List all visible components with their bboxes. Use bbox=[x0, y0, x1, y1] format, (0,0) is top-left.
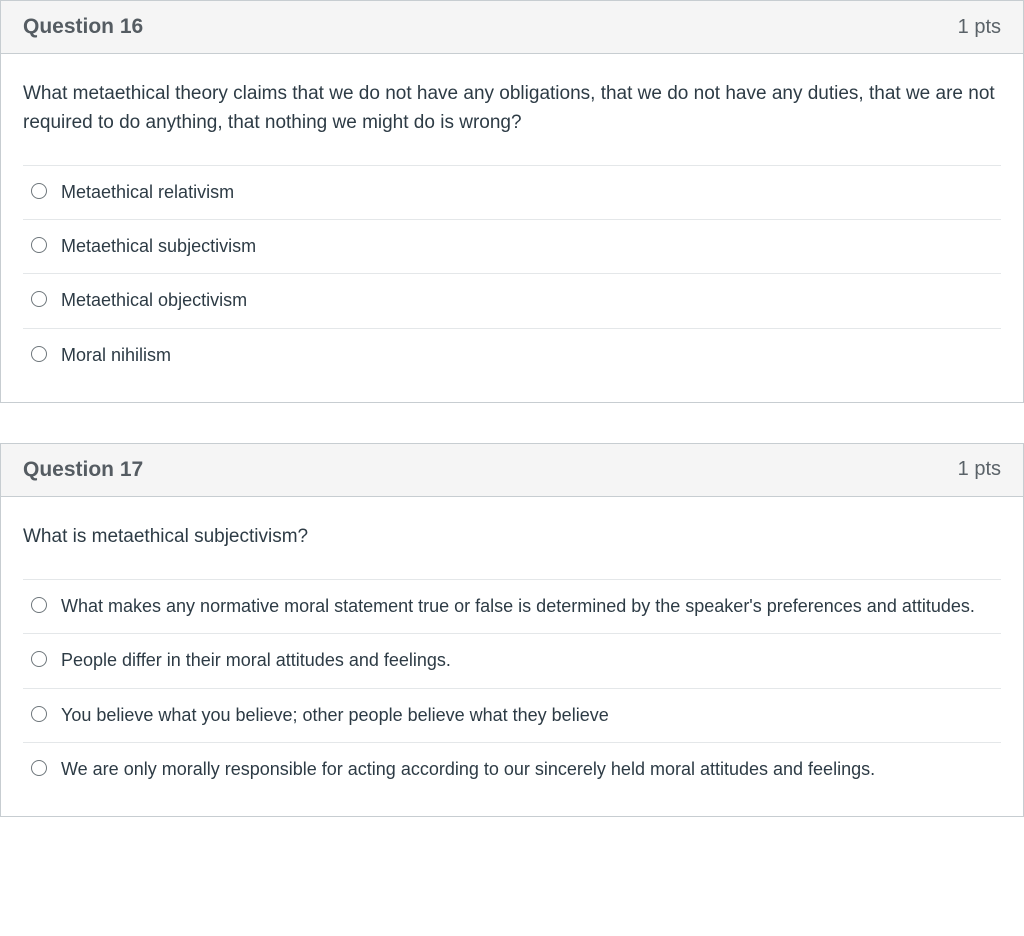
option-row[interactable]: What makes any normative moral statement… bbox=[23, 580, 1001, 634]
option-text: Metaethical relativism bbox=[61, 180, 234, 205]
radio-icon[interactable] bbox=[31, 706, 47, 722]
option-row[interactable]: People differ in their moral attitudes a… bbox=[23, 634, 1001, 688]
radio-icon[interactable] bbox=[31, 651, 47, 667]
option-text: Metaethical subjectivism bbox=[61, 234, 256, 259]
options-list: Metaethical relativism Metaethical subje… bbox=[23, 165, 1001, 382]
option-row[interactable]: Moral nihilism bbox=[23, 329, 1001, 382]
radio-icon[interactable] bbox=[31, 183, 47, 199]
question-card: Question 16 1 pts What metaethical theor… bbox=[0, 0, 1024, 403]
option-row[interactable]: Metaethical subjectivism bbox=[23, 220, 1001, 274]
radio-icon[interactable] bbox=[31, 346, 47, 362]
option-text: People differ in their moral attitudes a… bbox=[61, 648, 451, 673]
question-prompt: What metaethical theory claims that we d… bbox=[23, 80, 1001, 137]
question-header: Question 16 1 pts bbox=[1, 1, 1023, 54]
option-text: We are only morally responsible for acti… bbox=[61, 757, 875, 782]
option-text: Metaethical objectivism bbox=[61, 288, 247, 313]
radio-icon[interactable] bbox=[31, 597, 47, 613]
question-header: Question 17 1 pts bbox=[1, 444, 1023, 497]
option-row[interactable]: We are only morally responsible for acti… bbox=[23, 743, 1001, 796]
option-row[interactable]: Metaethical relativism bbox=[23, 166, 1001, 220]
radio-icon[interactable] bbox=[31, 237, 47, 253]
option-row[interactable]: You believe what you believe; other peop… bbox=[23, 689, 1001, 743]
radio-icon[interactable] bbox=[31, 760, 47, 776]
question-body: What metaethical theory claims that we d… bbox=[1, 54, 1023, 402]
option-text: What makes any normative moral statement… bbox=[61, 594, 975, 619]
question-points: 1 pts bbox=[958, 458, 1001, 481]
option-row[interactable]: Metaethical objectivism bbox=[23, 274, 1001, 328]
question-title: Question 17 bbox=[23, 458, 143, 482]
option-text: Moral nihilism bbox=[61, 343, 171, 368]
options-list: What makes any normative moral statement… bbox=[23, 579, 1001, 796]
radio-icon[interactable] bbox=[31, 291, 47, 307]
question-points: 1 pts bbox=[958, 16, 1001, 39]
question-body: What is metaethical subjectivism? What m… bbox=[1, 497, 1023, 816]
question-title: Question 16 bbox=[23, 15, 143, 39]
option-text: You believe what you believe; other peop… bbox=[61, 703, 609, 728]
question-card: Question 17 1 pts What is metaethical su… bbox=[0, 443, 1024, 817]
question-prompt: What is metaethical subjectivism? bbox=[23, 523, 1001, 552]
